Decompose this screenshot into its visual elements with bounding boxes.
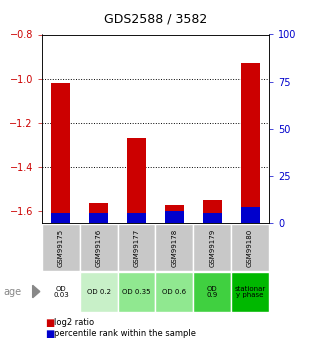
Bar xyxy=(42,272,80,312)
Text: OD 0.35: OD 0.35 xyxy=(122,289,151,295)
Text: log2 ratio: log2 ratio xyxy=(54,318,95,327)
Bar xyxy=(193,272,231,312)
Bar xyxy=(165,211,184,223)
Bar xyxy=(51,213,70,223)
Text: ■: ■ xyxy=(45,318,54,327)
Text: ■: ■ xyxy=(45,329,54,338)
Text: GSM99176: GSM99176 xyxy=(96,228,102,267)
Text: GSM99175: GSM99175 xyxy=(58,228,64,267)
Bar xyxy=(80,272,118,312)
Bar xyxy=(89,203,108,223)
Bar xyxy=(127,138,146,223)
Text: stationar
y phase: stationar y phase xyxy=(234,286,266,298)
Text: GSM99179: GSM99179 xyxy=(209,228,215,267)
Text: GSM99180: GSM99180 xyxy=(247,228,253,267)
Bar xyxy=(241,207,260,223)
Bar xyxy=(156,224,193,271)
Bar xyxy=(127,213,146,223)
Bar xyxy=(203,213,222,223)
Text: OD
0.03: OD 0.03 xyxy=(53,286,69,298)
Text: OD
0.9: OD 0.9 xyxy=(207,286,218,298)
Bar xyxy=(165,205,184,223)
Text: percentile rank within the sample: percentile rank within the sample xyxy=(54,329,197,338)
Bar xyxy=(42,224,80,271)
Bar xyxy=(118,272,156,312)
Bar xyxy=(80,224,118,271)
Text: age: age xyxy=(3,287,21,296)
Bar xyxy=(89,213,108,223)
Polygon shape xyxy=(33,285,40,298)
Bar xyxy=(118,224,156,271)
Bar xyxy=(51,83,70,223)
Text: GSM99178: GSM99178 xyxy=(171,228,177,267)
Text: OD 0.2: OD 0.2 xyxy=(87,289,111,295)
Bar xyxy=(231,224,269,271)
Text: GSM99177: GSM99177 xyxy=(134,228,140,267)
Text: OD 0.6: OD 0.6 xyxy=(162,289,187,295)
Bar xyxy=(241,63,260,223)
Bar xyxy=(203,200,222,223)
Bar xyxy=(231,272,269,312)
Bar xyxy=(193,224,231,271)
Bar xyxy=(156,272,193,312)
Text: GDS2588 / 3582: GDS2588 / 3582 xyxy=(104,12,207,25)
